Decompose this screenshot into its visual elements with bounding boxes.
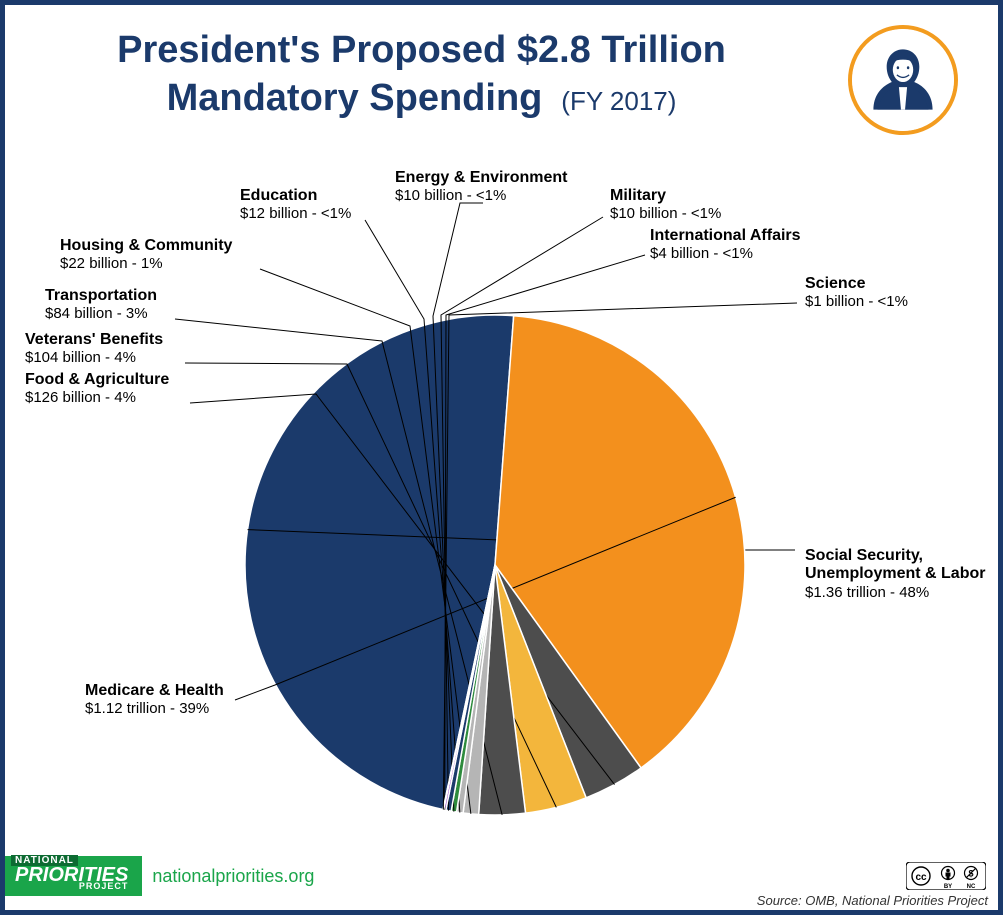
cc-license-icon: cc BY $ NC: [906, 862, 986, 890]
title-line2-wrap: Mandatory Spending (FY 2017): [45, 75, 798, 123]
svg-text:NC: NC: [967, 884, 976, 890]
chart-frame: President's Proposed $2.8 Trillion Manda…: [0, 0, 1003, 915]
svg-text:cc: cc: [915, 872, 927, 883]
title-suffix: [547, 86, 561, 116]
title-block: President's Proposed $2.8 Trillion Manda…: [45, 27, 798, 122]
slice-label: Transportation$84 billion - 3%: [45, 287, 157, 323]
source-text: Source: OMB, National Priorities Project: [757, 893, 988, 908]
president-avatar-icon: [848, 25, 958, 135]
slice-label: Medicare & Health$1.12 trillion - 39%: [85, 682, 224, 718]
slice-label: Food & Agriculture$126 billion - 4%: [25, 371, 169, 407]
slice-label: Veterans' Benefits$104 billion - 4%: [25, 331, 163, 367]
slice-label: Energy & Environment$10 billion - <1%: [395, 169, 567, 205]
slice-label: Science$1 billion - <1%: [805, 275, 908, 311]
site-url: nationalpriorities.org: [152, 866, 314, 887]
title-line2: Mandatory Spending: [167, 77, 543, 119]
slice-label: Housing & Community$22 billion - 1%: [60, 237, 232, 273]
footer: NATIONAL PRIORITIES PROJECT nationalprio…: [5, 860, 998, 910]
svg-text:BY: BY: [944, 884, 952, 890]
pie-chart: Social Security,Unemployment & Labor$1.3…: [5, 145, 1003, 825]
logo-word1: NATIONAL: [11, 855, 78, 866]
npp-logo: NATIONAL PRIORITIES PROJECT: [5, 856, 142, 896]
title-line1: President's Proposed $2.8 Trillion: [45, 27, 798, 75]
logo-word3: PROJECT: [79, 882, 129, 890]
title-suffix-text: (FY 2017): [561, 86, 676, 116]
slice-label: Military$10 billion - <1%: [610, 187, 721, 223]
slice-label: International Affairs$4 billion - <1%: [650, 227, 801, 263]
slice-label: Social Security,Unemployment & Labor$1.3…: [805, 547, 985, 601]
footer-left: NATIONAL PRIORITIES PROJECT nationalprio…: [5, 856, 314, 896]
slice-label: Education$12 billion - <1%: [240, 187, 351, 223]
